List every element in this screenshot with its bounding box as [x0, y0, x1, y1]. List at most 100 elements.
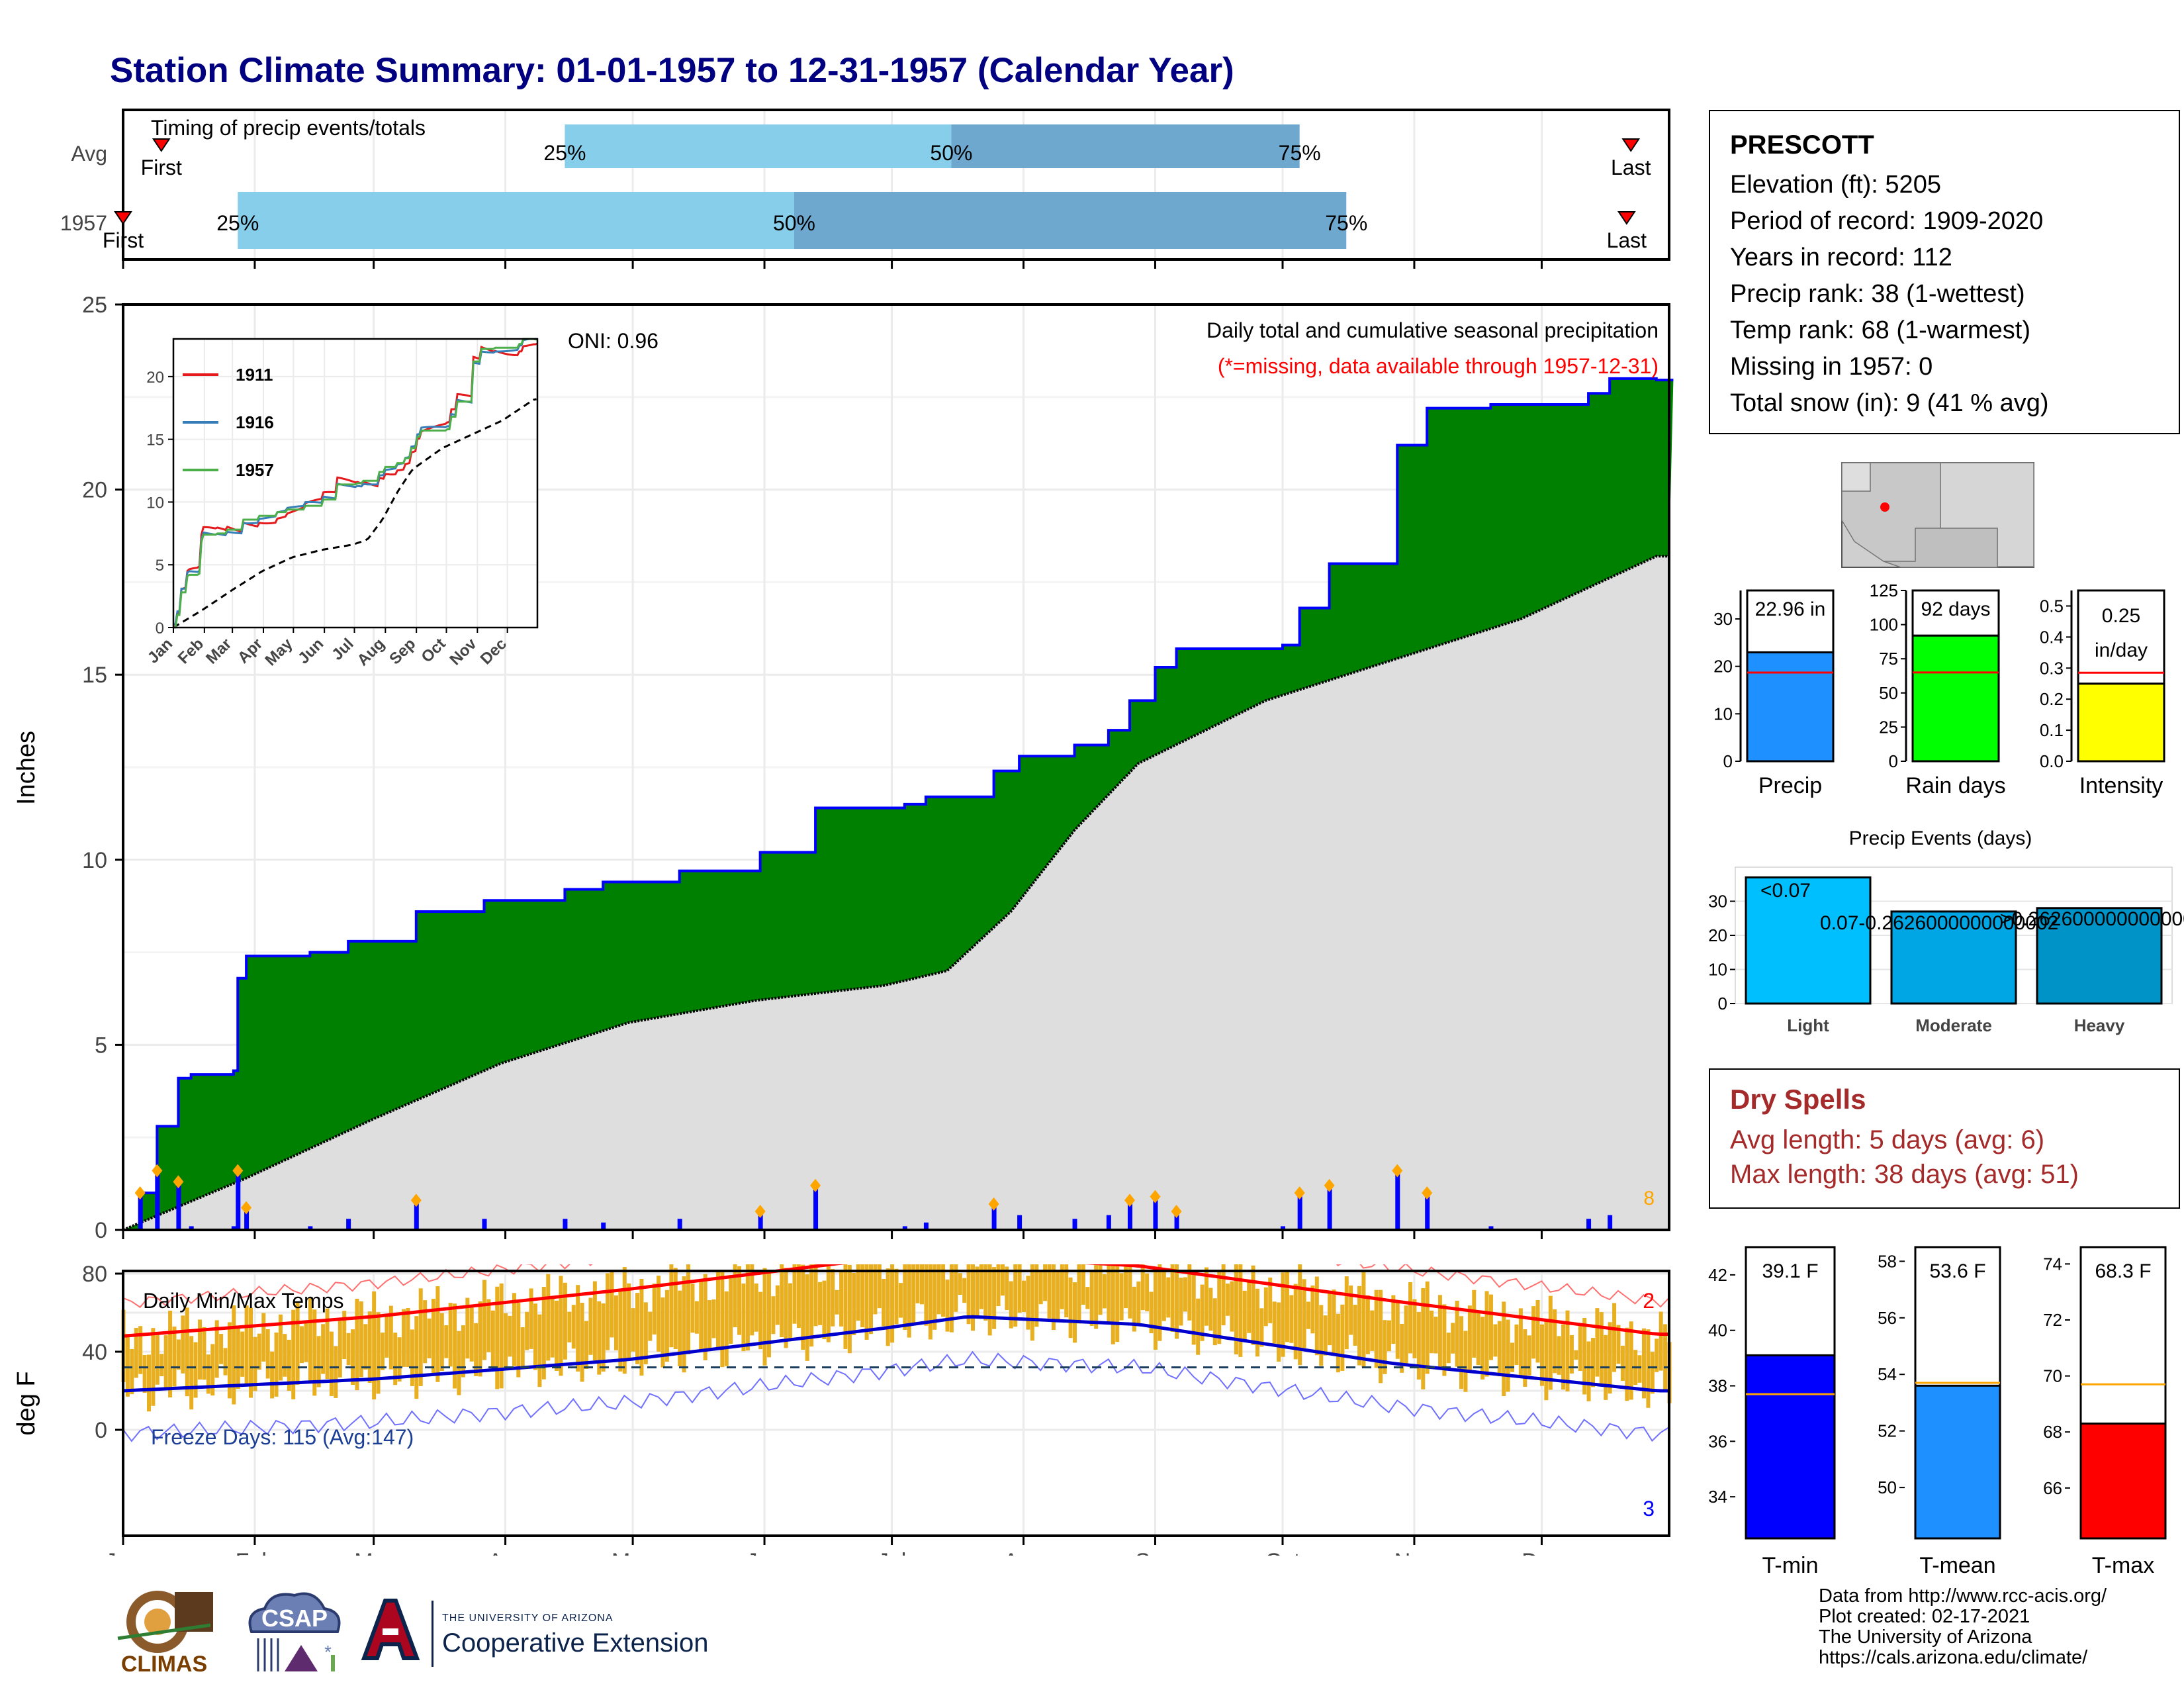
precip-y-tick-label: 10 [82, 848, 107, 873]
inset-avg-line [173, 398, 537, 629]
temp-day-bar [563, 1282, 567, 1360]
temp-day-bar [796, 1264, 801, 1329]
avg-min-line [122, 1315, 1669, 1393]
temp-day-bar [877, 1264, 882, 1309]
temp-day-bar [130, 1348, 134, 1395]
temp-day-bar [1323, 1315, 1328, 1356]
temp-day-bar [979, 1264, 983, 1309]
temp-day-bar [1531, 1306, 1536, 1359]
temp-day-bar [737, 1266, 742, 1335]
temp-y-tick-label: 40 [82, 1340, 107, 1365]
temp-day-bar [1170, 1264, 1175, 1332]
summary-bar-frame [2077, 589, 2165, 685]
temp-day-bar [839, 1270, 844, 1327]
temp-summary-tick-label: 70 [2043, 1366, 2062, 1386]
summary-category-label: Precip [1758, 773, 1822, 798]
temp-day-bar [163, 1335, 168, 1388]
temp-day-bar [448, 1303, 453, 1367]
heavy-precip-marker [810, 1178, 821, 1192]
precip-subtitle: (*=missing, data available through 1957-… [1218, 354, 1659, 378]
temp-day-bar [486, 1299, 491, 1352]
temp-day-bar [852, 1272, 856, 1335]
temp-summary-tick-label: 74 [2043, 1254, 2062, 1274]
events-category-label: Moderate [1915, 1015, 1992, 1035]
precip-areas [122, 377, 1674, 1231]
temp-day-bar [1535, 1299, 1540, 1363]
temp-day-bar [1332, 1289, 1336, 1355]
csap-logo: CSAP * [248, 1592, 341, 1671]
station-missing: Missing in 1957: 0 [1730, 353, 1933, 381]
events-bar [2036, 907, 2163, 1005]
temp-summary-tick-label: 36 [1708, 1431, 1727, 1451]
inset-month-label: Oct [418, 635, 449, 666]
temp-day-bar [971, 1264, 976, 1331]
temp-day-bar [1391, 1295, 1396, 1344]
daily-precip-bar [1425, 1193, 1430, 1230]
temp-day-bar [639, 1278, 644, 1376]
timing-bars [238, 124, 1347, 249]
inset-month-label: Jul [328, 635, 357, 664]
temp-day-bar [1089, 1272, 1094, 1326]
timing-q50-label: 50% [773, 211, 815, 235]
temp-day-bar [1158, 1264, 1162, 1341]
summary-tick-label: 0.5 [2040, 596, 2064, 616]
temp-day-bar [1637, 1355, 1642, 1383]
station-temp-rank: Temp rank: 68 (1-warmest) [1730, 316, 2031, 344]
summary-tick-label: 75 [1879, 649, 1898, 669]
temp-summary-value-label: 53.6 F [1929, 1260, 1985, 1282]
temp-day-bar [678, 1290, 682, 1367]
climas-logo: CLIMAS [117, 1591, 213, 1677]
temp-summary-category-label: T-max [2092, 1553, 2154, 1578]
temp-day-bar [431, 1299, 435, 1374]
temp-day-bar [1328, 1290, 1332, 1346]
temp-day-bar [172, 1326, 177, 1387]
temp-day-bar [1430, 1310, 1434, 1354]
temp-day-bar [1060, 1264, 1064, 1309]
summary-tick-label: 50 [1879, 683, 1898, 703]
cumulative-1957-line [123, 377, 1674, 1231]
temp-day-bar [359, 1301, 363, 1378]
temp-day-bar [1548, 1295, 1553, 1390]
temp-day-bar [198, 1319, 203, 1380]
temp-day-bar [1655, 1338, 1659, 1372]
precip-y-tick-label: 20 [82, 478, 107, 503]
temp-day-bar [423, 1300, 428, 1364]
temp-day-bar [1488, 1294, 1493, 1360]
temp-day-bar [469, 1305, 474, 1362]
temp-day-bar [660, 1297, 665, 1368]
temp-day-bar [1268, 1277, 1273, 1323]
heavy-precip-marker [1422, 1186, 1433, 1200]
temp-day-bar [762, 1268, 767, 1366]
temp-day-bar [1217, 1270, 1222, 1344]
timing-frame [122, 109, 1670, 261]
inset-series-line [173, 338, 537, 626]
temp-day-bar [1370, 1310, 1375, 1351]
temp-day-bar [393, 1333, 398, 1385]
heavy-precip-marker [1150, 1190, 1161, 1203]
temp-day-bar [576, 1285, 580, 1372]
temp-day-bar [1650, 1352, 1655, 1394]
month-label: Jan [105, 1549, 142, 1556]
temp-summary-tick-label: 72 [2043, 1310, 2062, 1330]
temp-day-bar [1451, 1323, 1455, 1354]
temp-day-bar [1175, 1264, 1179, 1339]
temp-day-bar [1379, 1289, 1383, 1383]
temp-day-bar [941, 1264, 946, 1317]
temp-day-bar [402, 1309, 406, 1367]
inset-y-tick-label: 0 [156, 620, 164, 637]
temp-day-bar [1455, 1300, 1459, 1367]
timing-row-avg-label: Avg [71, 142, 107, 165]
temp-day-bar [219, 1334, 224, 1364]
temp-day-bar [856, 1264, 860, 1321]
temp-day-bar [1208, 1288, 1213, 1331]
temp-summary-value-label: 68.3 F [2095, 1260, 2151, 1282]
inset-y-tick-label: 5 [156, 557, 164, 575]
heavy-precip-marker [1392, 1164, 1403, 1178]
temp-day-bar [673, 1268, 678, 1349]
temp-day-bar [300, 1326, 304, 1364]
daily-precip-bar [1106, 1215, 1111, 1230]
temp-day-bar [843, 1264, 848, 1349]
temp-day-bar [720, 1271, 725, 1368]
temp-day-bar [813, 1264, 818, 1327]
temp-day-bar [537, 1314, 542, 1387]
